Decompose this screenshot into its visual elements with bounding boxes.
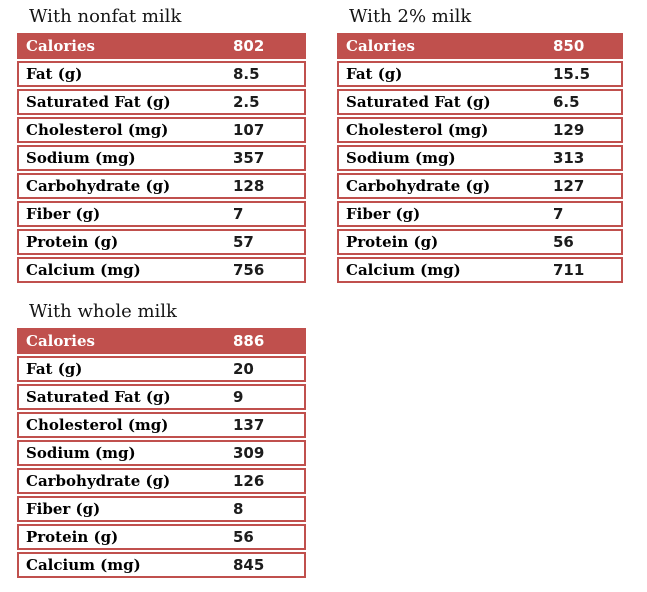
row-value: 756 [233,261,265,279]
header-label: Calories [26,37,95,55]
table-group-nonfat-milk: With nonfat milk Calories 802 Fat (g) 8.… [17,4,306,285]
table-row: Carbohydrate (g) 127 [337,173,623,199]
table-header-row: Calories 850 [337,33,623,59]
header-value: 850 [553,37,585,55]
row-value: 7 [233,205,244,223]
row-label: Fat (g) [26,360,83,378]
table-row: Carbohydrate (g) 128 [17,173,306,199]
row-label: Fat (g) [26,65,83,83]
row-label: Fat (g) [346,65,403,83]
row-label: Carbohydrate (g) [26,177,171,195]
row-label: Saturated Fat (g) [346,93,491,111]
row-label: Cholesterol (mg) [346,121,489,139]
table-row: Saturated Fat (g) 2.5 [17,89,306,115]
row-value: 7 [553,205,564,223]
row-value: 137 [233,416,265,434]
row-value: 56 [233,528,254,546]
table-row: Fiber (g) 7 [17,201,306,227]
row-value: 15.5 [553,65,591,83]
row-value: 711 [553,261,585,279]
row-value: 309 [233,444,265,462]
row-label: Protein (g) [346,233,439,251]
table-row: Sodium (mg) 357 [17,145,306,171]
row-value: 126 [233,472,265,490]
row-value: 128 [233,177,265,195]
table-row: Calcium (mg) 711 [337,257,623,283]
row-label: Cholesterol (mg) [26,121,169,139]
nutrition-table-whole-milk: Calories 886 Fat (g) 20 Saturated Fat (g… [17,328,306,578]
table-row: Sodium (mg) 313 [337,145,623,171]
nutrition-table-nonfat-milk: Calories 802 Fat (g) 8.5 Saturated Fat (… [17,33,306,283]
row-value: 6.5 [553,93,580,111]
table-row: Calcium (mg) 756 [17,257,306,283]
table-row: Fat (g) 8.5 [17,61,306,87]
row-label: Sodium (mg) [26,444,136,462]
row-label: Protein (g) [26,233,119,251]
table-row: Cholesterol (mg) 137 [17,412,306,438]
table-row: Fat (g) 20 [17,356,306,382]
row-label: Calcium (mg) [26,261,141,279]
table-row: Cholesterol (mg) 129 [337,117,623,143]
table-title-nonfat-milk: With nonfat milk [29,6,182,27]
row-value: 357 [233,149,265,167]
header-label: Calories [26,332,95,350]
row-label: Fiber (g) [26,500,101,518]
table-group-2-percent-milk: With 2% milk Calories 850 Fat (g) 15.5 S… [337,4,623,285]
table-row: Fat (g) 15.5 [337,61,623,87]
row-value: 8 [233,500,244,518]
row-value: 127 [553,177,585,195]
row-label: Sodium (mg) [26,149,136,167]
row-label: Protein (g) [26,528,119,546]
row-label: Calcium (mg) [346,261,461,279]
row-value: 313 [553,149,585,167]
table-row: Protein (g) 57 [17,229,306,255]
table-header-row: Calories 886 [17,328,306,354]
row-value: 20 [233,360,254,378]
row-label: Fiber (g) [26,205,101,223]
row-label: Carbohydrate (g) [26,472,171,490]
table-title-whole-milk: With whole milk [29,301,177,322]
header-label: Calories [346,37,415,55]
row-label: Sodium (mg) [346,149,456,167]
header-value: 802 [233,37,265,55]
table-row: Fiber (g) 7 [337,201,623,227]
table-header-row: Calories 802 [17,33,306,59]
row-value: 845 [233,556,265,574]
row-value: 9 [233,388,244,406]
table-row: Protein (g) 56 [17,524,306,550]
header-value: 886 [233,332,265,350]
table-row: Saturated Fat (g) 9 [17,384,306,410]
table-title-2-percent-milk: With 2% milk [349,6,472,27]
row-value: 2.5 [233,93,260,111]
table-group-whole-milk: With whole milk Calories 886 Fat (g) 20 … [17,299,306,580]
row-label: Calcium (mg) [26,556,141,574]
table-row: Fiber (g) 8 [17,496,306,522]
row-value: 8.5 [233,65,260,83]
nutrition-table-2-percent-milk: Calories 850 Fat (g) 15.5 Saturated Fat … [337,33,623,283]
row-value: 107 [233,121,265,139]
table-row: Protein (g) 56 [337,229,623,255]
row-value: 56 [553,233,574,251]
table-row: Carbohydrate (g) 126 [17,468,306,494]
row-label: Saturated Fat (g) [26,388,171,406]
row-label: Cholesterol (mg) [26,416,169,434]
row-value: 57 [233,233,254,251]
row-label: Carbohydrate (g) [346,177,491,195]
table-row: Saturated Fat (g) 6.5 [337,89,623,115]
row-value: 129 [553,121,585,139]
row-label: Saturated Fat (g) [26,93,171,111]
table-row: Cholesterol (mg) 107 [17,117,306,143]
row-label: Fiber (g) [346,205,421,223]
table-row: Calcium (mg) 845 [17,552,306,578]
table-row: Sodium (mg) 309 [17,440,306,466]
